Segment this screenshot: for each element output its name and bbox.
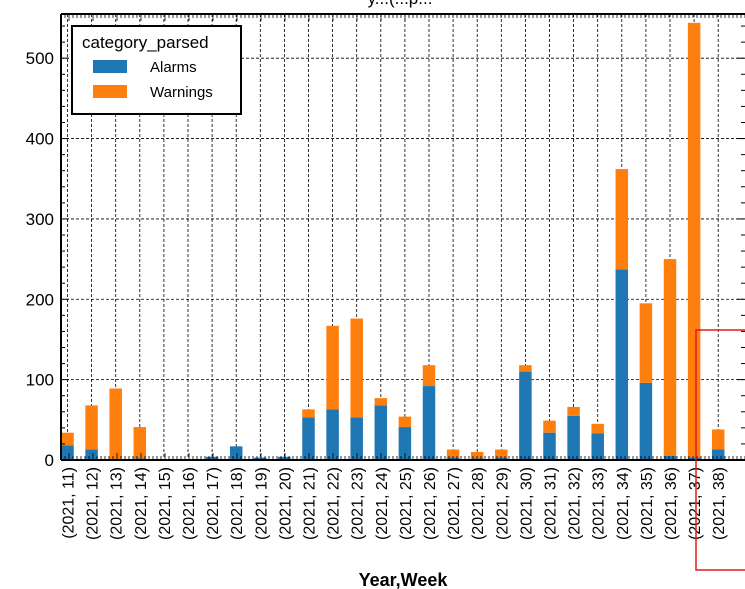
bar-warnings [519,365,532,372]
y-tick-label: 400 [26,130,54,149]
chart-title: y...(...p... [368,0,433,8]
bar-alarms [205,456,219,460]
x-tick-label: (2021, 35) [639,467,656,540]
bar-warnings [591,423,604,434]
x-tick-label: (2021, 21) [302,467,319,540]
bar-alarms [350,417,363,460]
bar-alarms [422,386,436,460]
legend-title: category_parsed [82,33,209,52]
y-tick-label: 300 [26,210,54,229]
bar-warnings [422,365,436,387]
bar-warnings [639,303,653,383]
bar-alarms [687,457,701,460]
bar-warnings [567,406,580,416]
bar-alarms [229,446,243,460]
x-tick-label: (2021, 36) [663,467,680,540]
x-tick-label: (2021, 20) [277,467,294,540]
bar-alarms [398,427,412,460]
bar-warnings [61,432,74,446]
x-tick-label: (2021, 34) [615,467,632,540]
bar-warnings [711,429,725,450]
y-tick-label: 500 [26,49,54,68]
bar-warnings [495,449,508,458]
x-tick-label: (2021, 29) [494,467,511,540]
x-tick-label: (2021, 32) [567,467,584,540]
bar-warnings [302,409,315,418]
bar-alarms [374,405,388,460]
x-tick-label: (2021, 24) [374,467,391,540]
bar-warnings [326,325,339,410]
x-tick-label: (2021, 28) [470,467,487,540]
bar-alarms [278,456,291,460]
bar-alarms [591,433,604,460]
legend-label-warnings: Warnings [150,84,213,101]
bar-warnings [663,259,677,456]
legend-label-alarms: Alarms [150,59,197,76]
y-tick-label: 100 [26,371,54,390]
bar-alarms [519,371,532,460]
x-tick-label: (2021, 18) [229,467,246,540]
bar-alarms [85,449,98,460]
bar-warnings [85,405,98,450]
x-tick-label: (2021, 14) [133,467,150,540]
bar-warnings [543,420,556,433]
x-tick-label: (2021, 16) [181,467,198,540]
bar-warnings [133,427,147,459]
x-tick-label: (2021, 31) [543,467,560,540]
bar-alarms [663,455,677,460]
highlight-box [695,329,745,571]
bar-alarms [639,382,653,460]
bar-alarms [326,409,339,460]
x-tick-label: (2021, 15) [157,467,174,540]
y-tick-label: 0 [45,451,54,470]
legend-swatch-alarms [93,60,127,73]
x-axis-title: Year,Week [359,570,449,589]
bar-warnings [109,388,122,460]
x-tick-label: (2021, 11) [61,467,78,539]
bar-alarms [711,449,725,460]
bar-warnings [446,449,460,458]
y-axis: 0 100 200 300 400 500 [26,49,54,470]
bar-alarms [615,269,629,460]
bar-warnings [470,451,484,459]
x-tick-label: (2021, 17) [205,467,222,540]
x-tick-label: (2021, 30) [518,467,535,540]
bar-alarms [254,457,267,460]
bar-alarms [543,432,556,460]
x-tick-label: (2021, 12) [85,467,102,540]
bar-warnings [374,398,388,406]
bar-alarms [61,445,74,460]
x-tick-label: (2021, 33) [591,467,608,540]
x-tick-label: (2021, 27) [446,467,463,540]
x-tick-label: (2021, 26) [422,467,439,540]
x-tick-label: (2021, 19) [253,467,270,540]
bar-alarms [567,415,580,460]
bar-alarms [302,417,315,460]
bar-warnings [350,318,363,418]
x-axis: (2021, 11) (2021, 12) (2021, 13) (2021, 14)… [61,467,729,540]
legend-swatch-warnings [93,85,127,98]
legend: category_parsed Alarms Warnings [71,25,242,115]
bars [61,22,725,460]
x-tick-label: (2021, 25) [398,467,415,540]
x-tick-label: (2021, 23) [350,467,367,540]
axes [60,13,745,461]
bar-warnings [615,169,629,270]
x-tick-label: (2021, 22) [326,467,343,540]
bar-warnings [687,22,701,458]
y-tick-label: 200 [26,290,54,309]
bar-warnings [398,416,412,428]
x-tick-label: (2021, 38) [711,467,728,540]
x-tick-label: (2021, 13) [109,467,126,540]
